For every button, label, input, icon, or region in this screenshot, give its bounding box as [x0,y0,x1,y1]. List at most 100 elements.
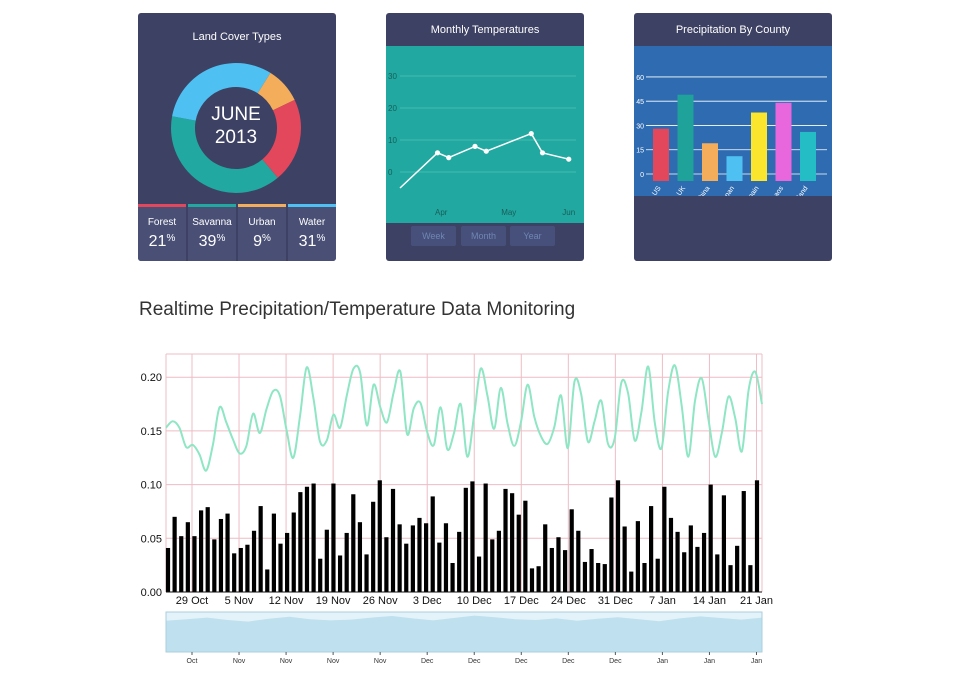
precip-bar [331,483,336,592]
county-x-tick-label: Thailand [788,185,809,196]
precip-bar [417,517,422,592]
temp-point [483,148,489,154]
precip-bar [384,537,389,592]
precip-bar [543,524,548,592]
land-cover-title: Land Cover Types [192,31,282,43]
donut-slice-savanna [171,116,278,193]
stat-water-value: 31% [288,233,336,251]
stat-forest-number: 21 [148,233,167,250]
county-bar-laos [775,102,792,181]
stat-forest-value: 21% [138,233,186,251]
precip-bar [741,491,746,592]
precip-bar [424,523,429,592]
county-x-tick-label: China [695,185,711,196]
overview-x-tick-label: Jan [657,658,668,665]
monthly-temps-line-chart: 0 10 20 30 Apr May Jun [386,46,584,223]
monitor-x-tick-label: 14 Jan [693,595,726,607]
temp-x-tick-label: Apr [435,208,448,217]
monitor-x-tick-label: 24 Dec [551,595,586,607]
temp-point [528,131,534,137]
precip-bar [311,483,316,592]
overview-x-tick-label: Nov [233,658,246,665]
land-cover-donut-chart: JUNE 2013 [171,63,302,193]
year-button[interactable]: Year [510,226,555,246]
precip-bar [278,543,283,592]
stat-urban-unit: % [262,233,271,244]
precip-bar [708,484,713,592]
county-y-tick-label: 0 [640,172,644,179]
overview-x-tick-label: Jan [751,658,762,665]
precip-county-bar-chart: 0 15 30 45 60 US UK China Japan Spain LaosThailand [634,46,832,196]
precip-bar [318,558,323,592]
precip-bar [682,552,687,592]
month-button[interactable]: Month [461,226,506,246]
precip-county-card: Precipitation By County 0 15 30 45 60 US UK Chi… [634,13,832,261]
precip-bar [232,553,237,592]
county-y-tick-label: 30 [636,123,644,130]
precip-bar [569,509,574,592]
monitor-x-tick-label: 17 Dec [504,595,539,607]
precip-bar [185,522,190,592]
precip-bar [662,486,667,592]
overview-x-tick-label: Nov [327,658,340,665]
precip-bar [562,550,568,592]
precip-bar [410,525,415,592]
precip-bar [245,544,250,592]
precip-bar [735,545,740,592]
donut-year-label: 2013 [215,127,257,148]
stat-water-name: Water [298,217,326,228]
stat-urban: Urban 9% [238,204,286,261]
precip-bar [337,555,343,592]
precip-bar [715,554,720,592]
overview-x-tick-label: Dec [562,658,575,665]
precip-bar [225,513,230,592]
precip-bar [609,497,614,592]
county-y-tick-label: 15 [636,148,644,155]
stat-savanna: Savanna 39% [188,204,236,261]
precip-bar [695,546,700,592]
county-x-tick-label: Laos [771,185,786,196]
stat-water-colorbar [288,204,336,207]
temp-y-tick-label: 30 [388,72,397,81]
precip-bar [357,522,363,592]
precip-bar [470,481,475,592]
precip-bar [642,563,647,592]
precip-bar [503,488,508,592]
monitor-y-tick-label: 0.20 [141,372,162,384]
week-button[interactable]: Week [411,226,456,246]
county-x-tick-label: US [651,185,663,196]
stat-forest: Forest 21% [138,204,186,261]
county-bar-us [653,128,669,181]
donut-slice-water [172,63,271,121]
precip-bar [655,558,660,592]
precip-bar [324,529,329,592]
county-bar-uk [677,94,694,181]
precip-bar [668,517,674,592]
precip-bar [390,488,396,592]
county-x-tick-label: Japan [719,185,736,196]
precip-bar [748,565,753,592]
stat-water-number: 31 [298,233,317,250]
temp-x-tick-label: Jun [562,208,575,217]
precip-bar [701,532,707,592]
overview-x-tick-label: Dec [421,658,434,665]
precip-bar [192,536,197,592]
donut-month-label: JUNE [211,104,261,125]
precip-bar [483,483,488,592]
precip-bar [463,487,468,592]
precip-bar [397,524,402,592]
stat-urban-name: Urban [248,217,276,228]
overview-area [166,615,762,652]
county-bar-china [702,143,718,181]
overview-x-tick-label: Dec [609,658,622,665]
precip-bar [721,495,727,592]
monitor-y-tick-label: 0.00 [141,587,162,599]
precip-bar [165,547,171,592]
precip-bar [285,532,290,592]
precip-bar [218,518,224,592]
overview-x-tick-label: Oct [187,658,198,665]
stat-savanna-colorbar [188,204,236,207]
precip-bar [596,563,601,592]
temp-point [539,150,546,156]
